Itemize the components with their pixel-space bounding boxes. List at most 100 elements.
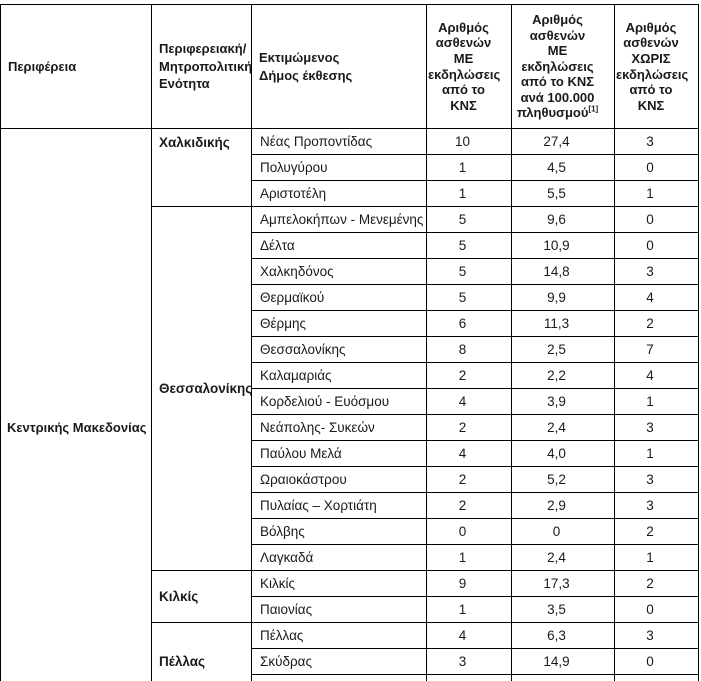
without-cns-value-cell: 2: [614, 310, 699, 337]
without-cns-value-cell: 3: [614, 258, 699, 285]
unit-cell: Θεσσαλονίκης: [151, 206, 252, 571]
municipality-cell: Παύλου Μελά: [251, 440, 427, 467]
table-row: Χαλκηδόνος 5 14,8 3: [1, 258, 699, 285]
header-region: Περιφέρεια: [0, 4, 152, 129]
table-row: Βόλβης 0 0 2: [1, 518, 699, 545]
municipality-cell: Δέλτα: [251, 232, 427, 259]
rate-value-cell: 4,5: [511, 154, 615, 181]
municipality-cell: Θεσσαλονίκης: [251, 336, 427, 363]
rate-value-cell: 2,2: [511, 362, 615, 389]
without-cns-value-cell: 1: [614, 544, 699, 571]
with-cns-value-cell: 2: [426, 362, 512, 389]
with-cns-value-cell: 4: [426, 622, 512, 649]
municipality-cell: Θερμαϊκού: [251, 284, 427, 311]
rate-value-cell: 14,8: [511, 258, 615, 285]
with-cns-value-cell: 1: [426, 154, 512, 181]
with-cns-value-cell: 3: [426, 648, 512, 675]
header-without-cns: Αριθμός ασθενών ΧΩΡΙΣ εκδηλώσεις από το …: [614, 4, 699, 129]
with-cns-value-cell: 8: [426, 336, 512, 363]
without-cns-value-cell: 4: [614, 362, 699, 389]
with-cns-value-cell: 2: [426, 466, 512, 493]
rate-value-cell: 2,9: [511, 492, 615, 519]
with-cns-value-cell: 4: [426, 388, 512, 415]
with-cns-value-cell: 0: [426, 518, 512, 545]
rate-value-cell: 6,3: [511, 622, 615, 649]
municipality-cell: Χαλκηδόνος: [251, 258, 427, 285]
without-cns-value-cell: 3: [614, 414, 699, 441]
unit-cell: Κιλκίς: [151, 570, 252, 623]
with-cns-value-cell: 5: [426, 258, 512, 285]
rate-value-cell: 2,4: [511, 544, 615, 571]
table-row: Ωραιοκάστρου 2 5,2 3: [1, 466, 699, 493]
without-cns-value-cell: 0: [614, 206, 699, 233]
without-cns-value-cell: 3: [614, 492, 699, 519]
rate-value-cell: 3,5: [511, 674, 615, 681]
without-cns-value-cell: 4: [614, 284, 699, 311]
rate-value-cell: 0: [511, 518, 615, 545]
header-rate-per-100k: Αριθμός ασθενών ΜΕ εκδηλώσεις από το ΚΝΣ…: [511, 4, 615, 129]
table-row: Παύλου Μελά 4 4,0 1: [1, 440, 699, 467]
municipality-cell: Έδεσσας: [251, 674, 427, 681]
rate-value-cell: 14,9: [511, 648, 615, 675]
table-row: Θεσσαλονίκης 8 2,5 7: [1, 336, 699, 363]
with-cns-value-cell: 1: [426, 596, 512, 623]
rate-value-cell: 5,2: [511, 466, 615, 493]
municipality-cell: Ωραιοκάστρου: [251, 466, 427, 493]
municipality-cell: Πολυγύρου: [251, 154, 427, 181]
header-with-cns: Αριθμός ασθενών ΜΕ εκδηλώσεις από το ΚΝΣ: [426, 4, 512, 129]
municipality-cell: Νέας Προποντίδας: [251, 128, 427, 155]
municipality-cell: Αριστοτέλη: [251, 180, 427, 207]
rate-value-cell: 3,9: [511, 388, 615, 415]
municipality-cell: Κορδελιού - Ευόσμου: [251, 388, 427, 415]
with-cns-value-cell: 6: [426, 310, 512, 337]
exposure-table: Περιφέρεια Περιφερειακή/ Μητροπολιτική Ε…: [0, 4, 699, 681]
rate-value-cell: 17,3: [511, 570, 615, 597]
with-cns-value-cell: 5: [426, 206, 512, 233]
without-cns-value-cell: 0: [614, 648, 699, 675]
footnote-ref-1: [1]: [588, 105, 599, 115]
municipality-cell: Καλαμαριάς: [251, 362, 427, 389]
municipality-cell: Πέλλας: [251, 622, 427, 649]
without-cns-value-cell: 0: [614, 596, 699, 623]
rate-value-cell: 2,5: [511, 336, 615, 363]
table-row: Κεντρικής Μακεδονίας Χαλκιδικής Νέας Προπο…: [0, 128, 699, 681]
municipality-cell: Παιονίας: [251, 596, 427, 623]
table-row: Πυλαίας – Χορτιάτη 2 2,9 3: [1, 492, 699, 519]
with-cns-value-cell: 10: [426, 128, 512, 155]
without-cns-value-cell: 2: [614, 570, 699, 597]
with-cns-value-cell: 2: [426, 492, 512, 519]
table-body: Κεντρικής Μακεδονίας Χαλκιδικής Νέας Προπο…: [0, 128, 699, 681]
municipality-cell: Νεάπολης- Συκεών: [251, 414, 427, 441]
with-cns-value-cell: 5: [426, 232, 512, 259]
rate-value-cell: 9,9: [511, 284, 615, 311]
rate-value-cell: 5,5: [511, 180, 615, 207]
with-cns-value-cell: 2: [426, 414, 512, 441]
with-cns-value-cell: 5: [426, 284, 512, 311]
table-row: Νεάπολης- Συκεών 2 2,4 3: [1, 414, 699, 441]
rate-value-cell: 27,4: [511, 128, 615, 155]
header-rate-text: Αριθμός ασθενών ΜΕ εκδηλώσεις από το ΚΝΣ…: [516, 11, 595, 121]
without-cns-value-cell: 3: [614, 466, 699, 493]
municipality-cell: Κιλκίς: [251, 570, 427, 597]
without-cns-value-cell: 0: [614, 154, 699, 181]
with-cns-value-cell: 1: [426, 674, 512, 681]
header-unit: Περιφερειακή/ Μητροπολιτική Ενότητα: [151, 4, 252, 129]
rate-value-cell: 9,6: [511, 206, 615, 233]
rate-value-cell: 10,9: [511, 232, 615, 259]
without-cns-value-cell: 1: [614, 388, 699, 415]
region-cell: Κεντρικής Μακεδονίας: [0, 128, 152, 681]
municipality-cell: Βόλβης: [251, 518, 427, 545]
rate-value-cell: 11,3: [511, 310, 615, 337]
rate-value-cell: 3,5: [511, 596, 615, 623]
with-cns-value-cell: 1: [426, 180, 512, 207]
without-cns-value-cell: 2: [614, 518, 699, 545]
rate-value-cell: 2,4: [511, 414, 615, 441]
without-cns-value-cell: 3: [614, 622, 699, 649]
municipality-cell: Θέρμης: [251, 310, 427, 337]
without-cns-value-cell: 0: [614, 232, 699, 259]
unit-cell: Πέλλας: [151, 622, 252, 681]
without-cns-value-cell: 7: [614, 336, 699, 363]
header-municipality: Εκτιμώμενος Δήμος έκθεσης: [251, 4, 427, 129]
without-cns-value-cell: 1: [614, 180, 699, 207]
